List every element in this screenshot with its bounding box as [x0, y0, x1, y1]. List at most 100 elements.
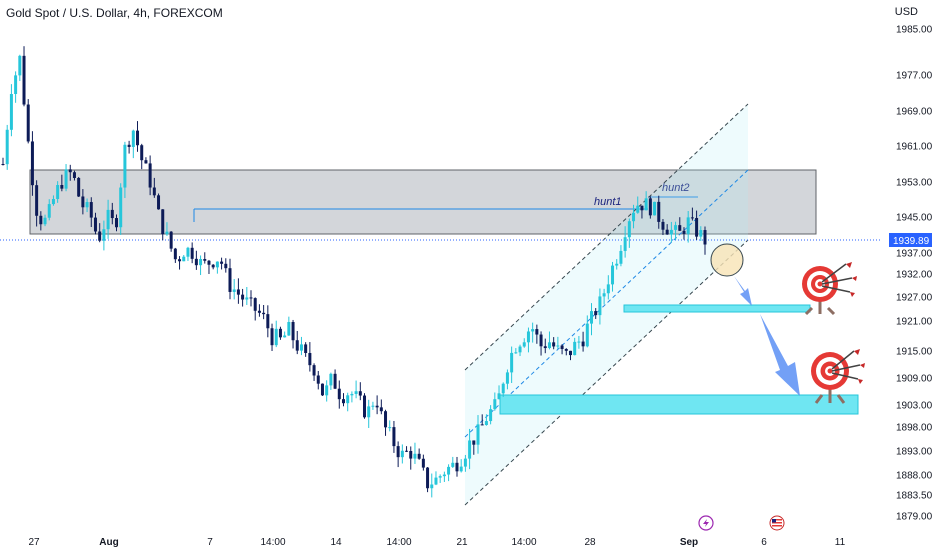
candle-body	[178, 259, 182, 262]
candle-body	[64, 169, 68, 189]
time-axis[interactable]: 27 Aug 7 14:00 14 14:00 21 14:00 28 Sep 6 11	[28, 537, 845, 548]
candle-body	[350, 393, 354, 396]
candle-body	[505, 372, 509, 384]
currency-label[interactable]: USD	[894, 6, 918, 18]
candle-body	[476, 424, 480, 445]
candle-body	[379, 407, 383, 412]
candle-body	[392, 427, 396, 447]
y-tick-label: 1977.00	[896, 71, 932, 82]
x-tick-label: 21	[456, 537, 468, 548]
us-flag-icon[interactable]	[769, 515, 785, 531]
candle-body	[186, 247, 190, 257]
candle-body	[518, 346, 522, 353]
candle-body	[695, 217, 699, 237]
candle-body	[556, 345, 560, 347]
candle-body	[47, 204, 51, 218]
y-tick-label: 1883.50	[896, 491, 932, 502]
candle-body	[157, 195, 161, 210]
candle-body	[291, 321, 295, 341]
candle-body	[207, 260, 211, 265]
candle-body	[703, 230, 707, 245]
candle-body	[547, 342, 551, 349]
y-tick-label: 1985.00	[896, 25, 932, 36]
candle-body	[215, 261, 219, 268]
candle-body	[354, 391, 358, 394]
candle-body	[110, 209, 114, 219]
candle-body	[438, 476, 442, 478]
candle-body	[257, 310, 261, 313]
candle-body	[56, 185, 60, 200]
candle-body	[51, 199, 55, 205]
candle-body	[489, 409, 493, 422]
candle-body	[421, 458, 425, 468]
y-tick-label: 1893.00	[896, 447, 932, 458]
candle-body	[472, 440, 476, 445]
candle-body	[501, 383, 505, 394]
candle-body	[417, 453, 421, 459]
candle-body	[493, 399, 497, 410]
x-tick-label: 14:00	[260, 537, 285, 548]
y-tick-label: 1921.00	[896, 317, 932, 328]
candle-body	[560, 345, 564, 349]
candle-body	[224, 263, 228, 269]
price-axis[interactable]: 1985.00 1977.00 1969.00 1961.00 1953.00 1945.…	[896, 25, 932, 523]
candle-body	[468, 440, 472, 459]
candle-body	[413, 453, 417, 459]
candle-body	[136, 130, 140, 146]
candle-body	[89, 202, 93, 218]
resistance-zone	[29, 169, 817, 235]
candle-body	[119, 187, 123, 228]
candle-body	[127, 144, 131, 147]
support-zone-1	[623, 304, 811, 313]
candle-body	[5, 129, 9, 165]
candle-body	[199, 259, 203, 266]
y-tick-label: 1961.00	[896, 142, 932, 153]
candle-body	[644, 198, 648, 211]
candle-body	[43, 217, 47, 225]
candle-body	[220, 261, 224, 264]
candle-body	[77, 177, 81, 197]
candle-body	[283, 335, 287, 338]
candle-body	[30, 141, 34, 186]
candle-body	[371, 405, 375, 407]
x-tick-label: 28	[584, 537, 596, 548]
candle-body	[341, 399, 345, 404]
x-tick-label: Aug	[99, 537, 118, 548]
x-tick-label: 14:00	[386, 537, 411, 548]
candle-body	[148, 163, 152, 188]
candle-body	[577, 341, 581, 343]
candle-body	[686, 217, 690, 234]
candle-body	[241, 294, 245, 300]
candle-body	[409, 450, 413, 459]
candle-body	[384, 411, 388, 428]
x-tick-label: 11	[835, 537, 846, 548]
candle-body	[602, 293, 606, 297]
candle-body	[590, 311, 594, 324]
hunt1-label: hunt1	[594, 196, 622, 208]
candle-body	[161, 209, 165, 235]
x-tick-label: 14	[330, 537, 342, 548]
candle-body	[346, 395, 350, 404]
x-tick-label: 6	[761, 537, 767, 548]
y-tick-label: 1969.00	[896, 107, 932, 118]
candle-body	[18, 55, 22, 76]
candle-body	[236, 289, 240, 295]
candle-body	[598, 296, 602, 316]
arrow-2	[760, 314, 800, 396]
candle-body	[60, 185, 64, 189]
x-tick-label: 14:00	[511, 537, 536, 548]
x-tick-label: 7	[207, 537, 213, 548]
y-tick-label: 1888.00	[896, 471, 932, 482]
candle-body	[581, 341, 585, 347]
x-tick-label: Sep	[680, 537, 698, 548]
candle-body	[131, 130, 135, 147]
candle-body	[627, 221, 631, 238]
x-tick-label: 27	[28, 537, 40, 548]
candle-body	[287, 321, 291, 336]
lightning-icon[interactable]	[698, 515, 714, 531]
candle-body	[203, 259, 207, 261]
candle-body	[190, 247, 194, 259]
candle-body	[93, 217, 97, 232]
candle-body	[611, 265, 615, 285]
